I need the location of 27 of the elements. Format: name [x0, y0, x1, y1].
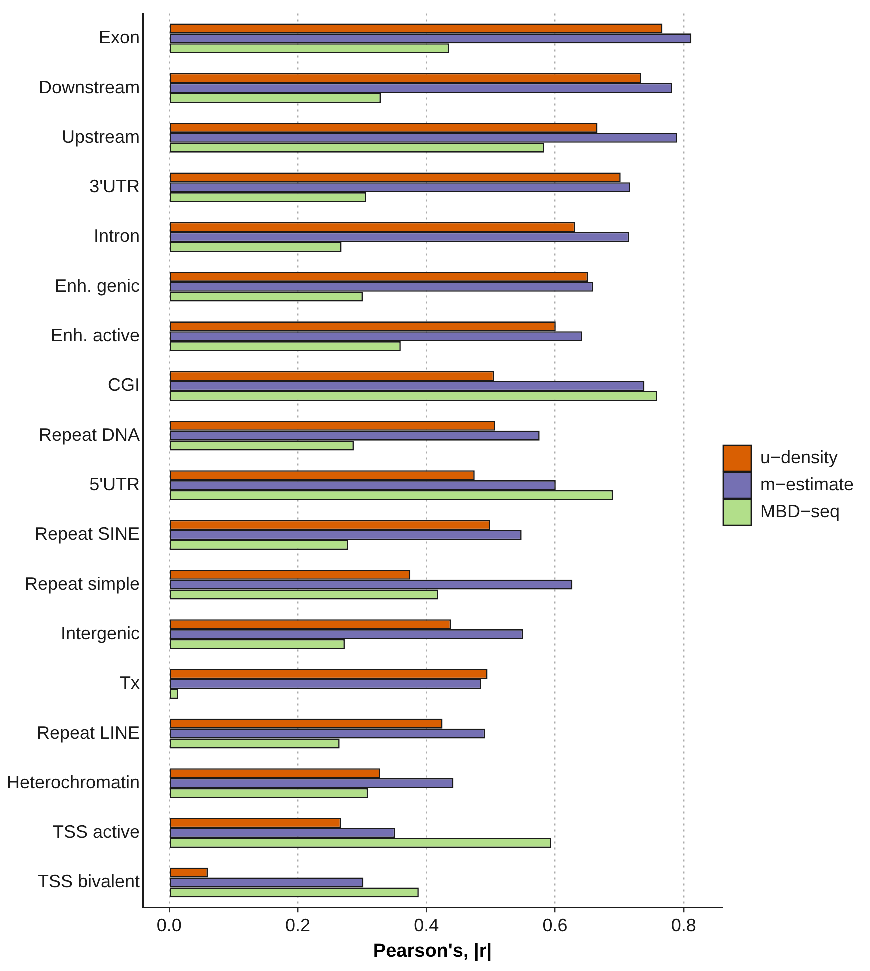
y-tick-label: Exon: [99, 28, 140, 48]
y-tick-label: Tx: [120, 673, 140, 694]
y-tick-label: Intron: [94, 226, 140, 246]
x-axis-title: Pearson's, |r|: [373, 940, 492, 962]
y-tick-label: 3'UTR: [90, 176, 140, 197]
y-tick-label: Enh. genic: [54, 276, 140, 296]
y-tick-label: Repeat DNA: [38, 424, 140, 445]
x-tick-label: 0.8: [671, 915, 696, 936]
legend-label: m−estimate: [760, 474, 854, 494]
legend-label: MBD−seq: [760, 501, 840, 522]
x-tick-label: 0.0: [156, 915, 182, 936]
x-tick-label: 0.6: [542, 915, 568, 936]
y-tick-label: Downstream: [39, 77, 140, 98]
y-tick-label: Intergenic: [60, 623, 140, 644]
y-tick-label: TSS active: [53, 822, 140, 842]
x-tick-label: 0.4: [414, 915, 440, 936]
x-tick-label: 0.2: [286, 915, 311, 936]
legend-label: u−density: [760, 447, 838, 468]
y-tick-label: Repeat SINE: [34, 524, 140, 544]
y-tick-label: CGI: [108, 375, 140, 396]
y-tick-label: Repeat simple: [24, 574, 140, 594]
y-tick-label: 5'UTR: [90, 474, 140, 494]
y-tick-label: Upstream: [62, 126, 140, 147]
y-tick-label: Enh. active: [50, 326, 140, 346]
y-tick-label: TSS bivalent: [38, 872, 140, 892]
y-tick-label: Repeat LINE: [36, 722, 140, 743]
y-tick-label: Heterochromatin: [6, 772, 140, 792]
